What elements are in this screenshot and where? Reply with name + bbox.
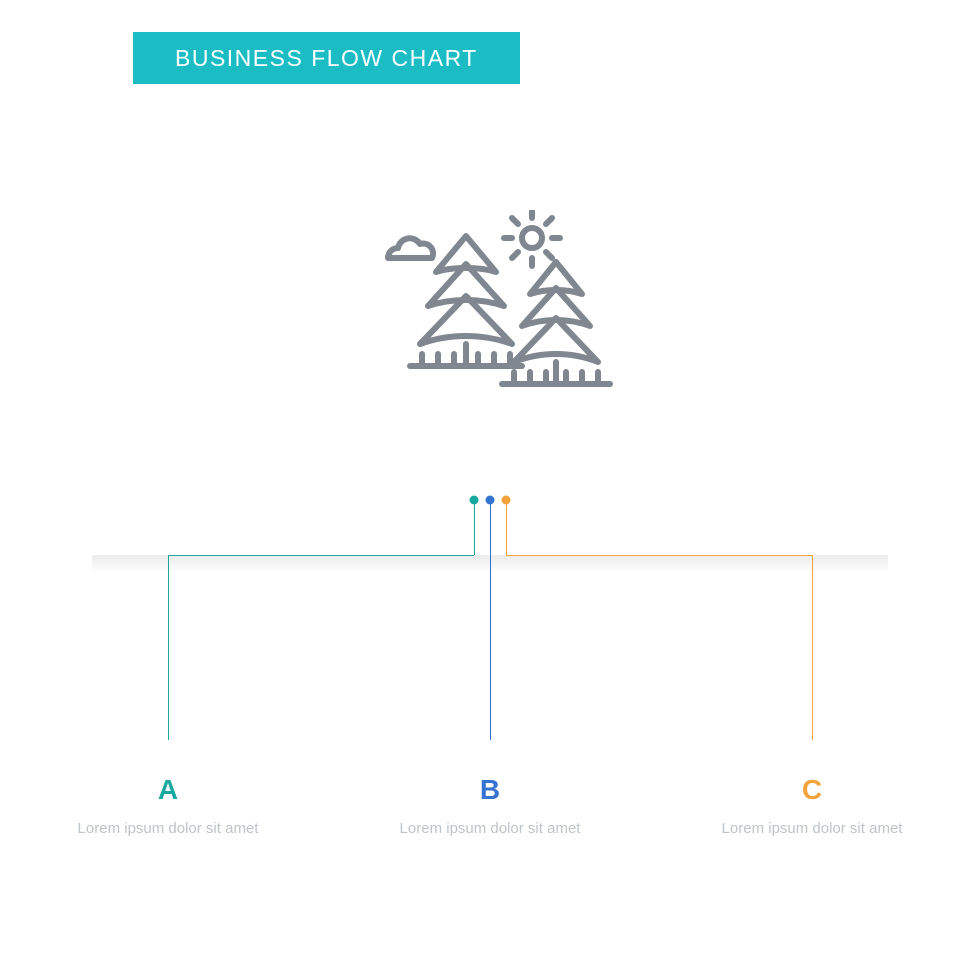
option-card: A Lorem ipsum dolor sit amet xyxy=(23,740,313,867)
option-card: B Lorem ipsum dolor sit amet xyxy=(345,740,635,867)
connector-vertical xyxy=(812,555,813,770)
connector-horizontal xyxy=(506,555,812,556)
connector-vertical xyxy=(474,500,475,555)
connector-vertical xyxy=(490,500,491,770)
option-letter: B xyxy=(361,774,619,806)
forest-trees-icon xyxy=(350,210,630,415)
option-letter: C xyxy=(683,774,941,806)
option-card: C Lorem ipsum dolor sit amet xyxy=(667,740,957,867)
title-text: BUSINESS FLOW CHART xyxy=(175,45,478,72)
option-body: Lorem ipsum dolor sit amet xyxy=(39,818,297,841)
option-letter: A xyxy=(39,774,297,806)
option-body: Lorem ipsum dolor sit amet xyxy=(683,818,941,841)
option-cards-row: A Lorem ipsum dolor sit amet B Lorem ipsum … xyxy=(0,740,980,867)
title-banner: BUSINESS FLOW CHART xyxy=(133,32,520,84)
connector-dot xyxy=(486,496,495,505)
connector-vertical xyxy=(168,555,169,770)
option-body: Lorem ipsum dolor sit amet xyxy=(361,818,619,841)
connector-dot xyxy=(470,496,479,505)
connector-horizontal xyxy=(168,555,474,556)
connector-dot xyxy=(502,496,511,505)
connector-vertical xyxy=(506,500,507,555)
